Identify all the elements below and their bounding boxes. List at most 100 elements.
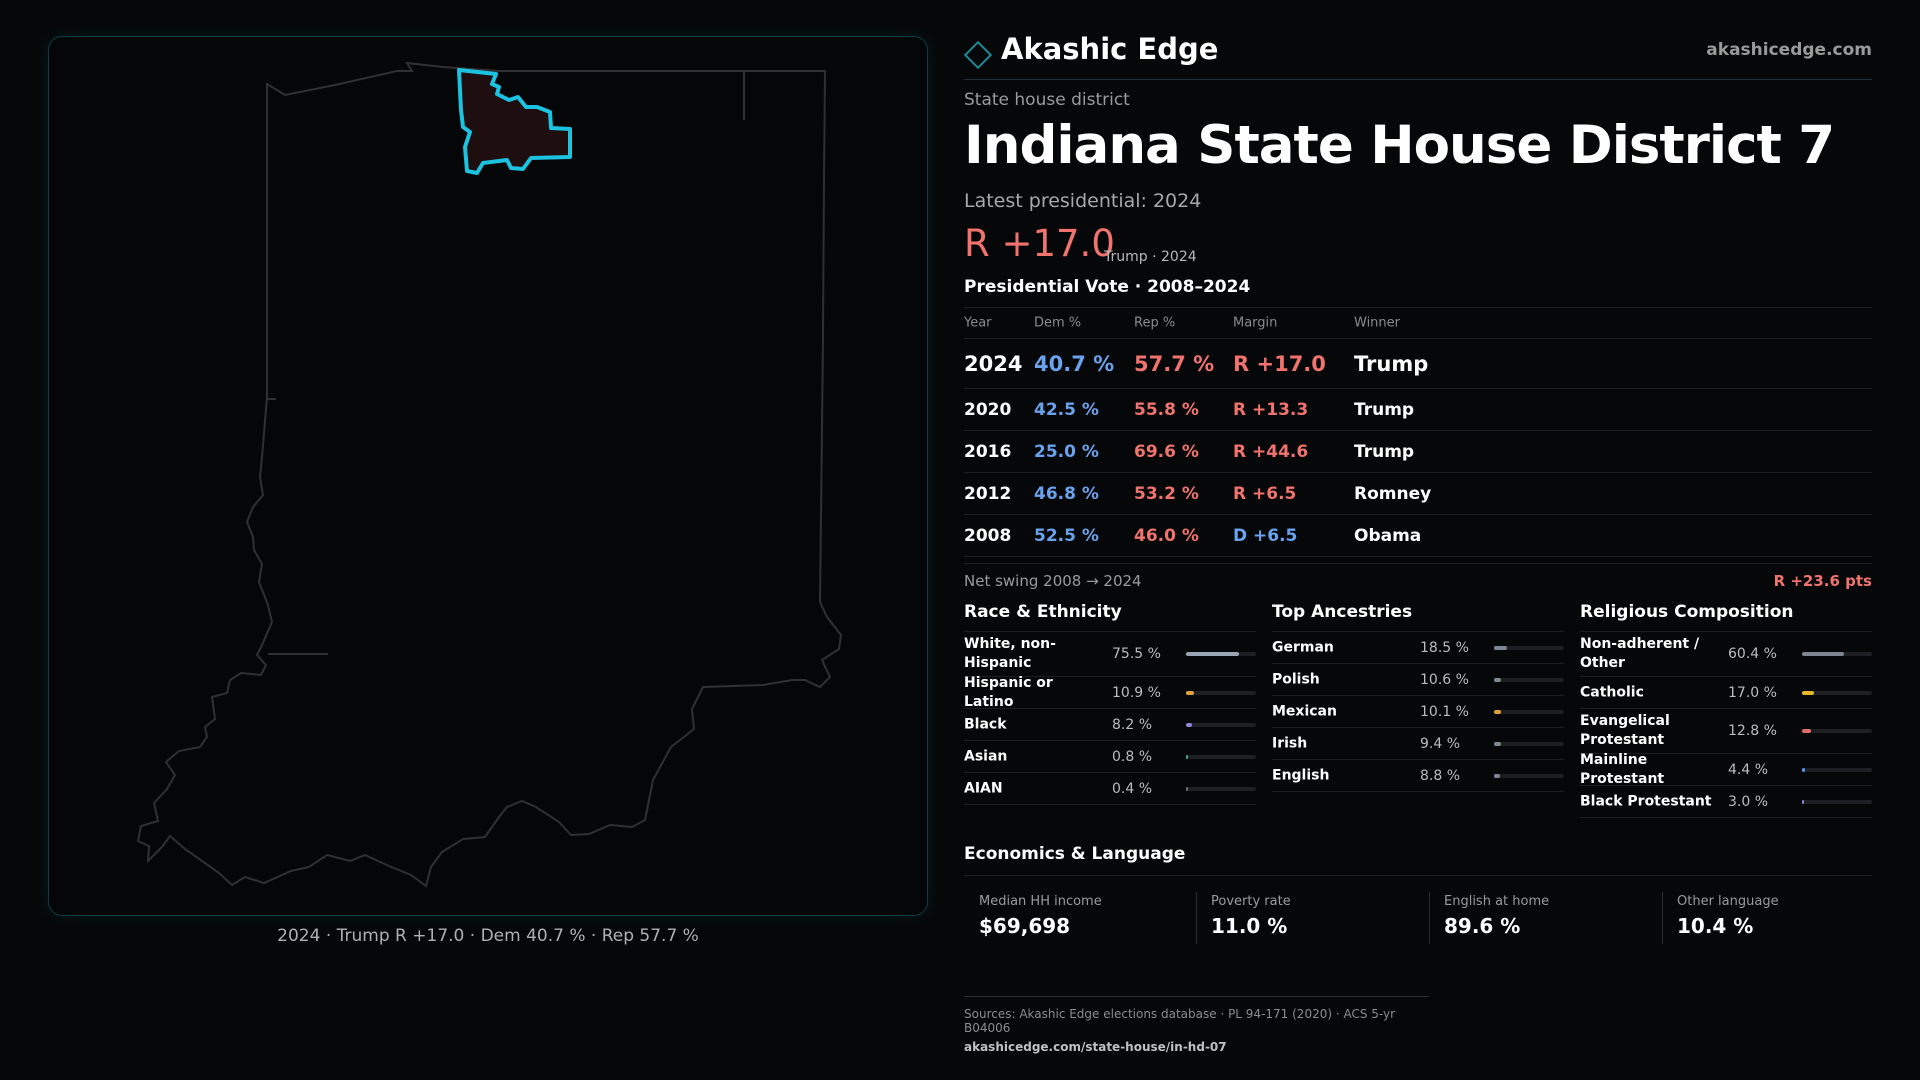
demographic-percent: 10.6 % <box>1420 671 1469 688</box>
share-bar-fill <box>1802 690 1814 695</box>
cell-dem: 42.5 % <box>1034 399 1099 420</box>
divider <box>1196 892 1197 944</box>
share-bar-track <box>1186 754 1256 759</box>
sources-footer: Sources: Akashic Edge elections database… <box>964 996 1429 1054</box>
econ-label: Poverty rate <box>1211 894 1291 909</box>
cell-margin: R +13.3 <box>1233 399 1309 420</box>
header-dem: Dem % <box>1034 315 1082 331</box>
headline-margin: R +17.0 <box>964 222 1115 265</box>
state-outline-map <box>136 61 843 888</box>
cell-winner: Obama <box>1354 525 1422 546</box>
econ-value: 89.6 % <box>1444 914 1521 938</box>
econ-label: Other language <box>1677 894 1779 909</box>
demographic-label: Irish <box>1272 735 1308 751</box>
brand-url-link[interactable]: akashicedge.com <box>1706 40 1872 60</box>
demographic-row: AIAN 0.4 % <box>964 773 1256 805</box>
share-bar-fill <box>1494 741 1501 746</box>
share-bar-fill <box>1186 690 1194 695</box>
demographic-row: Irish 9.4 % <box>1272 728 1564 760</box>
cell-margin: D +6.5 <box>1233 525 1298 546</box>
demographic-row: Asian 0.8 % <box>964 741 1256 773</box>
demographic-row: Black 8.2 % <box>964 709 1256 741</box>
share-bar-track <box>1494 677 1564 682</box>
page-title: Indiana State House District 7 <box>964 115 1835 176</box>
demographic-label: Mexican <box>1272 703 1337 719</box>
demographic-percent: 12.8 % <box>1728 723 1777 739</box>
demographic-row: German 18.5 % <box>1272 632 1564 664</box>
demographic-percent: 10.9 % <box>1112 684 1161 701</box>
share-bar-track <box>1186 690 1256 695</box>
demographic-row: Black Protestant 3.0 % <box>1580 786 1872 818</box>
vote-table-title: Presidential Vote · 2008–2024 <box>964 277 1251 297</box>
demographic-percent: 0.4 % <box>1112 780 1153 797</box>
sources-text: Sources: Akashic Edge elections database… <box>964 1007 1396 1035</box>
cell-dem: 52.5 % <box>1034 525 1099 546</box>
demographic-label: Asian <box>964 748 1008 764</box>
demographic-label: Hispanic or Latino <box>964 674 1053 710</box>
latest-election-label: Latest presidential: 2024 <box>964 190 1202 212</box>
cell-rep: 57.7 % <box>1134 351 1215 376</box>
presidential-vote-table: Year Dem % Rep % Margin Winner 2024 40.7… <box>964 307 1872 557</box>
demographic-row: White, non-Hispanic 75.5 % <box>964 632 1256 677</box>
demographic-percent: 9.4 % <box>1420 735 1461 752</box>
brand-name[interactable]: Akashic Edge <box>1001 32 1219 66</box>
demographic-label: Non-adherent / Other <box>1580 636 1700 671</box>
race-ethnicity-panel: Race & Ethnicity White, non-Hispanic 75.5… <box>964 602 1256 805</box>
share-bar-fill <box>1802 729 1811 733</box>
cell-year: 2024 <box>964 351 1023 376</box>
source-url-link[interactable]: akashicedge.com/state-house/in-hd-07 <box>964 1040 1227 1054</box>
demographic-label: Evangelical Protestant <box>1580 713 1670 748</box>
cell-rep: 55.8 % <box>1134 399 1199 420</box>
cell-winner: Romney <box>1354 483 1432 504</box>
cell-winner: Trump <box>1354 351 1429 376</box>
share-bar-fill <box>1186 722 1192 727</box>
cell-rep: 53.2 % <box>1134 483 1199 504</box>
econ-cell-median-income: Median HH income $69,698 <box>964 892 1184 944</box>
econ-label: English at home <box>1444 894 1550 909</box>
cell-winner: Trump <box>1354 399 1415 420</box>
demographic-label: Mainline Protestant <box>1580 751 1665 787</box>
share-bar-fill <box>1186 754 1188 759</box>
header-rep: Rep % <box>1134 315 1176 331</box>
demographic-percent: 0.8 % <box>1112 748 1153 765</box>
header-winner: Winner <box>1354 315 1401 331</box>
table-row: 2024 40.7 % 57.7 % R +17.0 Trump <box>964 339 1872 389</box>
header-margin: Margin <box>1233 315 1278 331</box>
religion-title: Religious Composition <box>1580 602 1872 632</box>
indiana-state-outline <box>136 61 843 888</box>
ancestries-panel: Top Ancestries German 18.5 % Polish 10.6 % M… <box>1272 602 1564 792</box>
share-bar-fill <box>1802 799 1804 804</box>
demographic-row: Mexican 10.1 % <box>1272 696 1564 728</box>
econ-cell-other-language: Other language 10.4 % <box>1662 892 1882 944</box>
table-row: 2020 42.5 % 55.8 % R +13.3 Trump <box>964 389 1872 431</box>
cell-year: 2020 <box>964 399 1012 420</box>
econ-label: Median HH income <box>979 894 1102 909</box>
demographic-percent: 8.2 % <box>1112 716 1153 733</box>
share-bar-fill <box>1802 652 1844 656</box>
econ-cell-english: English at home 89.6 % <box>1429 892 1649 944</box>
district-7-highlight[interactable] <box>457 68 572 175</box>
diamond-logo-icon <box>963 40 993 70</box>
share-bar-fill <box>1494 709 1501 714</box>
cell-winner: Trump <box>1354 441 1415 462</box>
demographic-row: Non-adherent / Other 60.4 % <box>1580 632 1872 677</box>
ancestries-title: Top Ancestries <box>1272 602 1564 632</box>
cell-year: 2008 <box>964 525 1012 546</box>
economics-title: Economics & Language <box>964 844 1872 876</box>
table-header-row: Year Dem % Rep % Margin Winner <box>964 308 1872 339</box>
cell-margin: R +6.5 <box>1233 483 1297 504</box>
demographic-percent: 3.0 % <box>1728 793 1769 810</box>
share-bar-track <box>1186 786 1256 791</box>
district-map[interactable] <box>48 36 928 916</box>
divider <box>1429 892 1430 944</box>
share-bar-fill <box>1494 677 1501 682</box>
cell-rep: 69.6 % <box>1134 441 1199 462</box>
net-swing-row: Net swing 2008 → 2024 R +23.6 pts <box>964 563 1872 595</box>
share-bar-fill <box>1494 773 1500 778</box>
demographic-percent: 17.0 % <box>1728 684 1777 701</box>
share-bar-track <box>1494 645 1564 650</box>
share-bar-track <box>1802 767 1872 772</box>
econ-value: 11.0 % <box>1211 914 1288 938</box>
share-bar-track <box>1186 652 1256 656</box>
share-bar-track <box>1802 799 1872 804</box>
